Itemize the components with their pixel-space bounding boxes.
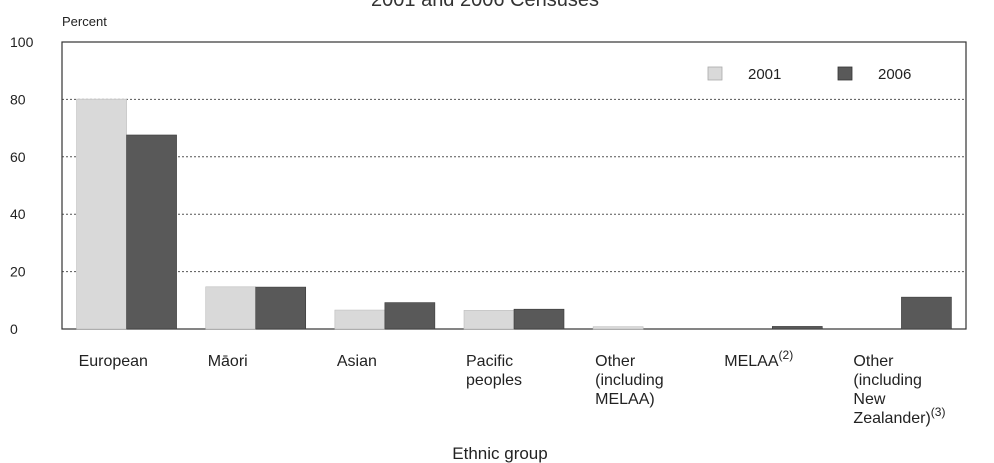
- y-tick-label: 100: [10, 34, 34, 50]
- bar-2006-1: [255, 286, 307, 330]
- plot-area-border: [61, 41, 967, 330]
- legend: 2001 2006: [707, 66, 911, 83]
- y-tick-label: 0: [10, 321, 18, 337]
- legend-label-2001: 2001: [748, 66, 781, 83]
- gridlines: [62, 98, 966, 273]
- bar-2006-0: [126, 134, 177, 330]
- bar-2001-3: [463, 310, 515, 330]
- x-category-label: Pacific peoples: [466, 353, 522, 389]
- x-category-label: European: [79, 353, 148, 370]
- x-category-label: Māori: [208, 353, 248, 370]
- bar-2001-0: [76, 98, 127, 330]
- bars: [76, 98, 952, 330]
- chart-title: 2001 and 2006 Censuses: [371, 0, 599, 11]
- x-category-label: Asian: [337, 353, 377, 370]
- legend-swatch-2006: [837, 66, 853, 81]
- y-axis-label: Percent: [62, 14, 107, 29]
- bar-2006-5: [771, 326, 823, 330]
- y-tick-label: 60: [10, 149, 26, 165]
- bar-2006-6: [901, 296, 952, 330]
- y-axis-ticks: 0 20 40 60 80 100: [10, 34, 34, 337]
- bar-2001-4: [592, 326, 644, 330]
- legend-swatch-2001: [707, 66, 723, 81]
- y-tick-label: 80: [10, 91, 26, 107]
- x-axis-categories: European Māori Asian Pacific peoples Other (in…: [79, 348, 946, 427]
- y-tick-label: 20: [10, 264, 26, 280]
- bar-2006-3: [513, 308, 565, 330]
- bar-2006-2: [384, 302, 436, 330]
- x-category-label: Other (including MELAA): [595, 353, 663, 408]
- x-axis-label: Ethnic group: [452, 444, 547, 463]
- legend-label-2006: 2006: [878, 66, 911, 83]
- bar-2001-2: [334, 309, 386, 330]
- bar-2001-1: [205, 286, 257, 330]
- x-category-label: Other (including New Zealander)(3): [853, 353, 945, 427]
- x-category-label: MELAA(2): [724, 348, 793, 370]
- y-tick-label: 40: [10, 206, 26, 222]
